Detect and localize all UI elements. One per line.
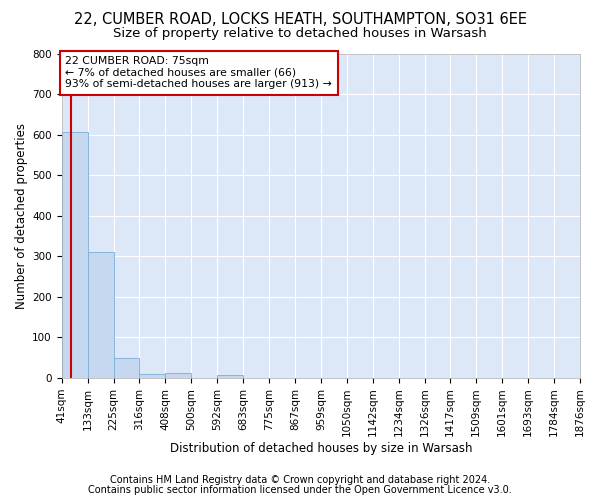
Y-axis label: Number of detached properties: Number of detached properties [15, 123, 28, 309]
Bar [139, 374, 165, 378]
Text: Contains HM Land Registry data © Crown copyright and database right 2024.: Contains HM Land Registry data © Crown c… [110, 475, 490, 485]
Text: Contains public sector information licensed under the Open Government Licence v3: Contains public sector information licen… [88, 485, 512, 495]
Bar [88, 252, 113, 378]
Text: 22 CUMBER ROAD: 75sqm
← 7% of detached houses are smaller (66)
93% of semi-detac: 22 CUMBER ROAD: 75sqm ← 7% of detached h… [65, 56, 332, 89]
Bar [217, 374, 243, 378]
Text: 22, CUMBER ROAD, LOCKS HEATH, SOUTHAMPTON, SO31 6EE: 22, CUMBER ROAD, LOCKS HEATH, SOUTHAMPTO… [74, 12, 527, 28]
Bar [62, 132, 88, 378]
Bar [165, 372, 191, 378]
Bar [113, 358, 139, 378]
X-axis label: Distribution of detached houses by size in Warsash: Distribution of detached houses by size … [170, 442, 472, 455]
Text: Size of property relative to detached houses in Warsash: Size of property relative to detached ho… [113, 28, 487, 40]
